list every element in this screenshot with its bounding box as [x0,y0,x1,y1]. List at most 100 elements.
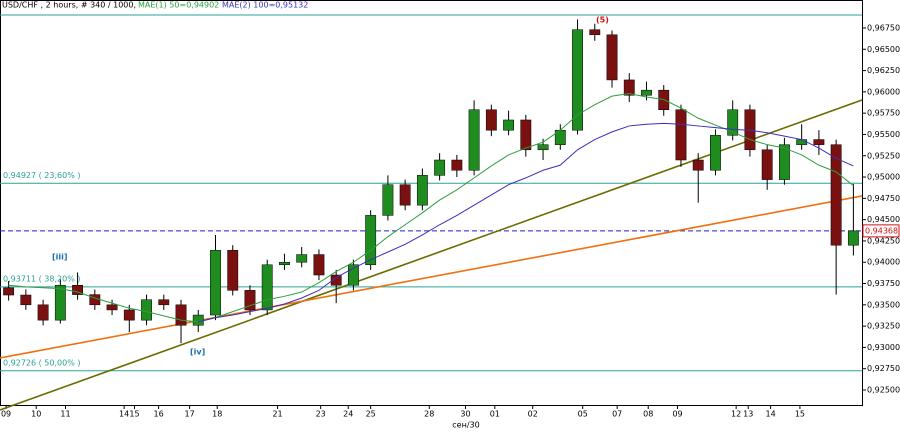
candle-body [244,290,256,311]
candle-body [3,287,15,296]
x-tick-label: 12 [731,410,741,419]
y-tick-label: 0,95750 [867,109,900,118]
candle-body [227,250,239,291]
candle-body [761,149,773,180]
x-tick-label: 07 [612,410,622,419]
x-tick-label: 24 [343,410,353,419]
y-tick-label: 0,96000 [867,87,900,96]
x-tick-label: 10 [31,410,41,419]
x-tick-label: 09 [672,410,682,419]
candle-body [675,109,687,161]
candle-body [727,109,739,136]
x-tick-label: 02 [528,410,538,419]
candle-body [813,139,825,145]
candle-body [54,284,66,321]
y-tick-label: 0,96500 [867,45,900,54]
candle-body [72,284,84,295]
candle-body [20,294,32,306]
candle-body [175,304,187,326]
y-tick-label: 0,93750 [867,279,900,288]
y-tick-label: 0,92500 [867,386,900,395]
y-tick-label: 0,93250 [867,322,900,331]
x-tick-label: 11 [60,410,70,419]
y-tick-label: 0,95000 [867,173,900,182]
candle-body [123,309,135,321]
candle-body [279,261,290,266]
candle-body [434,159,446,176]
moving-average [198,122,854,323]
candle-body [261,264,273,311]
x-tick-label: 09 [1,410,11,419]
x-tick-label: 16 [154,410,164,419]
candle-body [158,299,170,306]
candle-body [778,144,790,180]
fib-level-label: 0,92726 ( 50,00% ) [3,358,80,367]
candle-body [692,159,704,171]
x-tick-label: 08 [643,410,653,419]
candle-body [623,79,635,96]
candle-body [399,184,411,206]
candle-body [330,274,342,286]
x-tick-label: 23 [316,410,326,419]
annotation: [iii] [52,253,68,262]
legend-entry: MAE(1) 50=0,94902 [138,1,219,10]
candle-body [106,304,118,311]
trend-line [0,195,863,359]
candle-body [520,119,532,151]
y-tick-label: 0,94500 [867,215,900,224]
candle-body [210,250,221,316]
candle-body [89,294,101,306]
x-tick-label: 01 [490,410,500,419]
annotation: (5) [596,16,609,25]
candle-body [847,230,859,246]
x-tick-label: 15 [129,410,139,419]
x-tick-label: 17 [185,410,195,419]
chart-title: USD/CHF , 2 hours, # 340 / 1000, [2,1,136,10]
current-price-box [862,224,900,238]
x-tick-label: 30 [460,410,470,419]
moving-average [8,93,854,323]
candle-body [468,109,480,171]
candle-body [451,159,463,171]
candle-body [365,215,377,266]
y-tick-label: 0,94750 [867,194,900,203]
x-tick-label: 14 [766,410,776,419]
fib-level-label: 0,93711 ( 38,20% ) [3,274,80,283]
fib-level-label: 0,94927 ( 23,60% ) [3,171,80,180]
x-tick-label: 28 [424,410,434,419]
y-tick-label: 0,95500 [867,130,900,139]
candle-body [796,139,808,145]
x-tick-label: 18 [212,410,222,419]
x-tick-label: 05 [578,410,588,419]
candle-body [485,109,497,131]
current-price-label: 0,94368 [865,226,898,235]
x-tick-label: 15 [795,410,805,419]
y-tick-label: 0,93000 [867,343,900,352]
candle-body [416,175,428,206]
x-tick-label: 14 [119,410,129,419]
candle-body [641,89,652,96]
candle-body [710,135,721,171]
candle-body [589,29,601,36]
candle-body [606,34,618,81]
candle-body [537,144,549,151]
x-tick-label: 25 [366,410,376,419]
candle-body [192,314,204,326]
y-tick-label: 0,95250 [867,151,900,160]
candle-body [382,184,394,216]
x-tick-label: 21 [272,410,282,419]
y-tick-label: 0,92750 [867,364,900,373]
annotation: [iv] [190,348,205,357]
candle-body [37,304,49,321]
y-tick-label: 0,93500 [867,300,900,309]
y-tick-label: 0,96250 [867,66,900,75]
candle-body [296,254,308,263]
candle-body [572,29,583,131]
candle-body [503,119,515,131]
y-tick-label: 0,94000 [867,258,900,267]
y-tick-label: 0,94250 [867,236,900,245]
candle-body [347,264,359,286]
legend-entry: MAE(2) 100=0,95132 [222,1,308,10]
